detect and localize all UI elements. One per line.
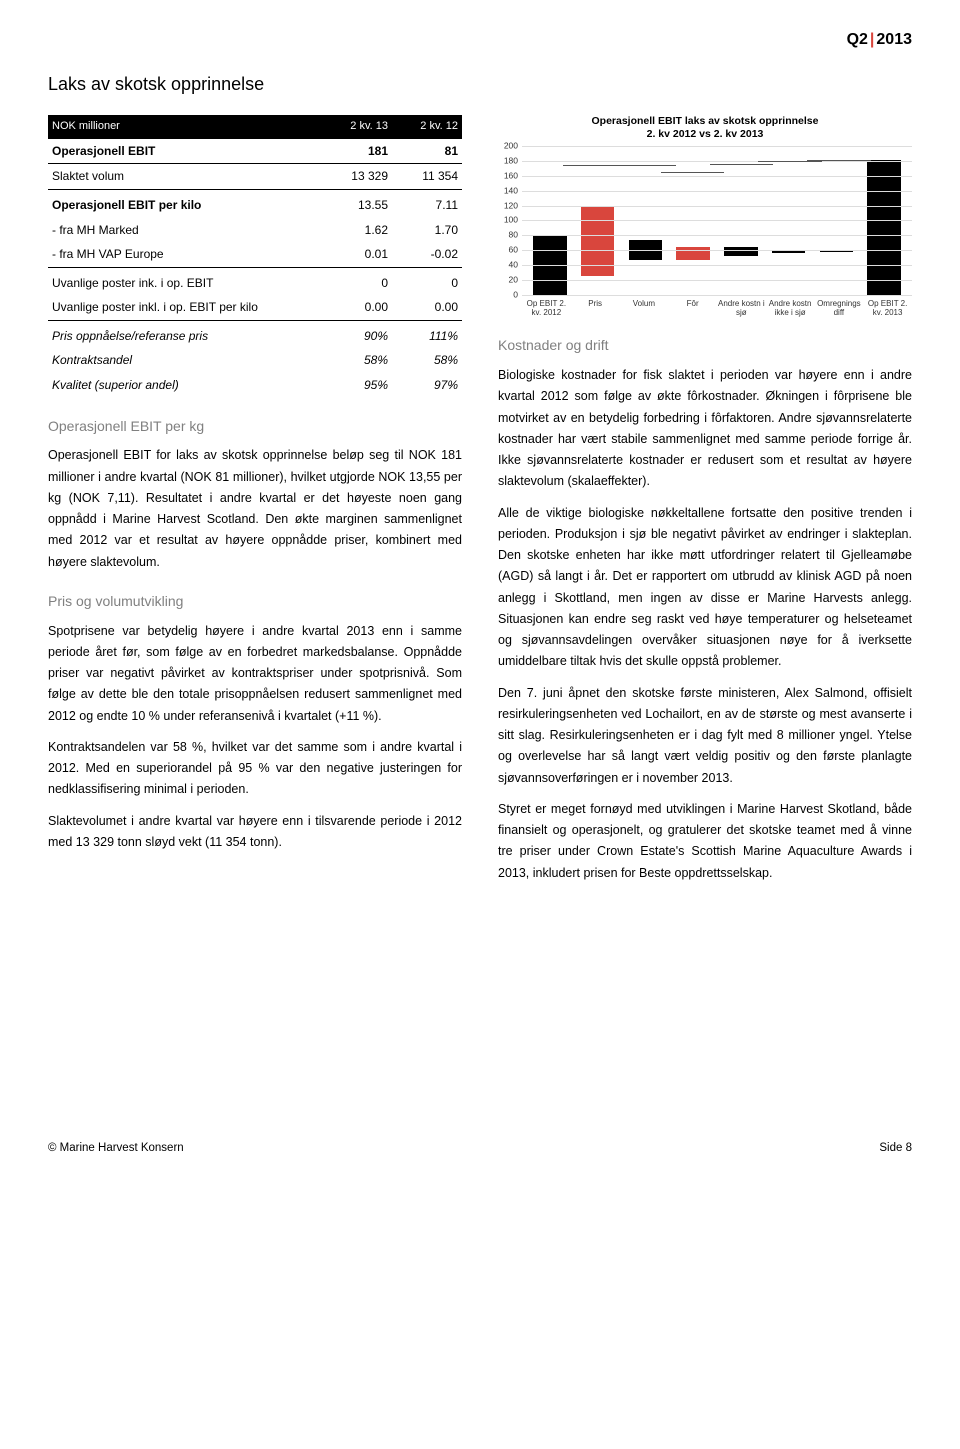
y-tick-label: 140	[498, 184, 518, 197]
connector-line	[807, 160, 870, 161]
th-q2-12: 2 kv. 12	[392, 115, 462, 139]
subhead-ebit-kg: Operasjonell EBIT per kg	[48, 416, 462, 438]
connector-line	[661, 172, 724, 173]
y-tick-label: 160	[498, 169, 518, 182]
x-tick-label: Volum	[620, 296, 669, 317]
para-l3: Kontraktsandelen var 58 %, hvilket var d…	[48, 737, 462, 801]
bar	[676, 247, 709, 260]
table-row: Kontraktsandel58%58%	[48, 348, 462, 373]
table-row: Slaktet volum13 32911 354	[48, 164, 462, 190]
th-label: NOK millioner	[48, 115, 322, 139]
x-tick-label: Fôr	[668, 296, 717, 317]
y-tick-label: 20	[498, 273, 518, 286]
para-r1: Biologiske kostnader for fisk slaktet i …	[498, 365, 912, 493]
para-r2: Alle de viktige biologiske nøkkeltallene…	[498, 503, 912, 673]
bar	[867, 160, 900, 295]
x-tick-label: Andre kostn ikke i sjø	[766, 296, 815, 317]
table-row: Operasjonell EBIT per kilo13.557.11	[48, 189, 462, 217]
x-tick-label: Pris	[571, 296, 620, 317]
waterfall-chart: Operasjonell EBIT laks av skotsk opprinn…	[498, 115, 912, 318]
ebit-table: NOK millioner 2 kv. 13 2 kv. 12 Operasjo…	[48, 115, 462, 398]
two-column-layout: NOK millioner 2 kv. 13 2 kv. 12 Operasjo…	[48, 115, 912, 894]
x-tick-label: Omregnings diff	[815, 296, 864, 317]
y-tick-label: 100	[498, 214, 518, 227]
chart-plot-area: 020406080100120140160180200	[522, 146, 912, 296]
table-row: Operasjonell EBIT18181	[48, 138, 462, 164]
x-tick-label: Op EBIT 2. kv. 2013	[863, 296, 912, 317]
table-row: - fra MH VAP Europe0.01-0.02	[48, 242, 462, 267]
header-badge: Q2|2013	[48, 28, 912, 53]
x-tick-label: Andre kostn i sjø	[717, 296, 766, 317]
para-r4: Styret er meget fornøyd med utviklingen …	[498, 799, 912, 884]
table-row: Pris oppnåelse/referanse pris90%111%	[48, 320, 462, 348]
x-tick-label: Op EBIT 2. kv. 2012	[522, 296, 571, 317]
y-tick-label: 120	[498, 199, 518, 212]
y-tick-label: 40	[498, 259, 518, 272]
subhead-pris-volum: Pris og volumutvikling	[48, 591, 462, 613]
table-row: Uvanlige poster ink. i op. EBIT00	[48, 267, 462, 295]
table-row: Uvanlige poster inkl. i op. EBIT per kil…	[48, 295, 462, 320]
para-l2: Spotprisene var betydelig høyere i andre…	[48, 621, 462, 727]
page-title: Laks av skotsk opprinnelse	[48, 71, 912, 99]
connector-line	[710, 164, 773, 165]
bar	[820, 251, 853, 252]
table-row: Kvalitet (superior andel)95%97%	[48, 373, 462, 398]
footer-page-num: Side 8	[879, 1140, 912, 1158]
subhead-kostnader: Kostnader og drift	[498, 335, 912, 357]
year-label: 2013	[876, 31, 912, 48]
quarter-label: Q2	[847, 31, 868, 48]
para-l1: Operasjonell EBIT for laks av skotsk opp…	[48, 445, 462, 573]
connector-line	[612, 165, 675, 166]
para-r3: Den 7. juni åpnet den skotske første min…	[498, 683, 912, 789]
y-tick-label: 200	[498, 139, 518, 152]
right-column: Operasjonell EBIT laks av skotsk opprinn…	[498, 115, 912, 894]
y-tick-label: 60	[498, 244, 518, 257]
y-tick-label: 80	[498, 229, 518, 242]
chart-x-labels: Op EBIT 2. kv. 2012PrisVolumFôrAndre kos…	[522, 296, 912, 317]
chart-title: Operasjonell EBIT laks av skotsk opprinn…	[498, 115, 912, 142]
bar	[724, 247, 757, 255]
left-column: NOK millioner 2 kv. 13 2 kv. 12 Operasjo…	[48, 115, 462, 894]
y-tick-label: 180	[498, 154, 518, 167]
para-l4: Slaktevolumet i andre kvartal var høyere…	[48, 811, 462, 854]
table-row: - fra MH Marked1.621.70	[48, 218, 462, 243]
page-footer: © Marine Harvest Konsern Side 8	[48, 1134, 912, 1158]
y-tick-label: 0	[498, 288, 518, 301]
footer-copyright: © Marine Harvest Konsern	[48, 1140, 184, 1158]
th-q2-13: 2 kv. 13	[322, 115, 392, 139]
